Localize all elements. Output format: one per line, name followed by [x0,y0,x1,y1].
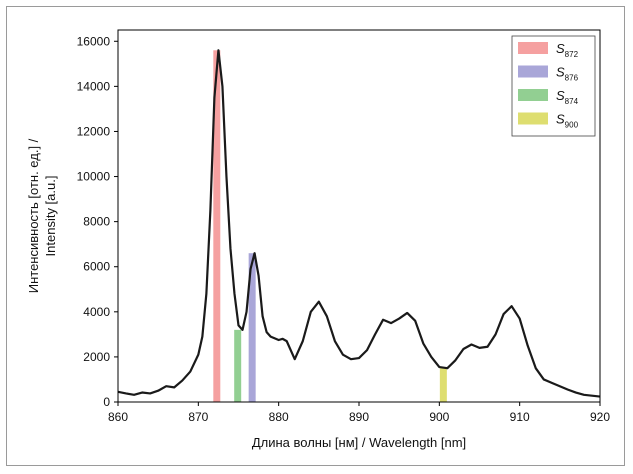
y-tick-label: 10000 [77,170,111,184]
x-ticks: 860 870 880 890 900 910 920 [108,402,610,424]
legend-swatch [518,89,548,101]
y-tick-label: 0 [103,395,110,409]
x-tick-label: 870 [188,410,208,424]
y-axis-label-line2: Intensity [a.u.] [43,176,58,257]
y-tick-label: 4000 [83,305,110,319]
legend-swatch [518,42,548,54]
bar-s900 [440,368,447,402]
y-tick-label: 2000 [83,350,110,364]
x-tick-label: 920 [590,410,610,424]
x-tick-label: 860 [108,410,128,424]
bar-s874 [234,330,241,402]
y-tick-label: 12000 [77,124,111,138]
x-tick-label: 910 [510,410,530,424]
y-tick-label: 6000 [83,260,110,274]
x-tick-label: 890 [349,410,369,424]
y-axis-label-line1: Интенсивность [отн. ед.] / [26,138,41,293]
y-tick-label: 8000 [83,215,110,229]
y-tick-label: 16000 [77,34,111,48]
x-tick-label: 900 [429,410,449,424]
y-tick-label: 14000 [77,79,111,93]
y-ticks: 0 2000 4000 6000 8000 10000 12000 14000 16000 [77,34,118,409]
x-tick-label: 880 [269,410,289,424]
legend-swatch [518,113,548,125]
legend-swatch [518,66,548,78]
x-axis-label: Длина волны [нм] / Wavelength [nm] [252,435,466,450]
bar-marks [213,50,447,402]
